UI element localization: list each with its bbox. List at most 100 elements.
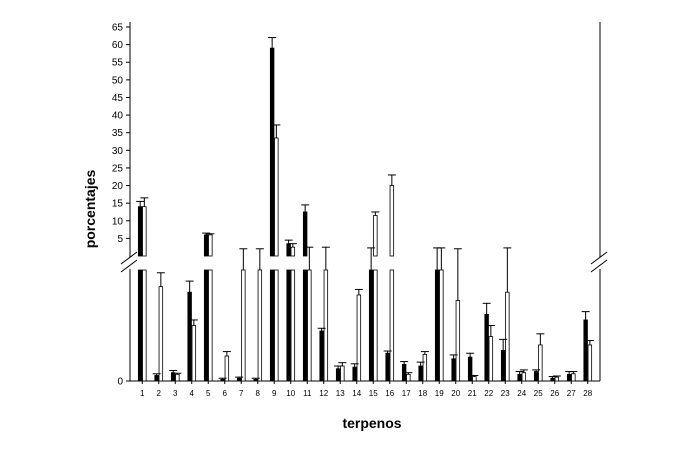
x-tick-label: 21	[468, 389, 477, 398]
bar	[554, 376, 560, 382]
bar	[451, 358, 456, 382]
bar	[566, 373, 572, 382]
bar	[373, 215, 378, 257]
bar	[488, 336, 494, 382]
bar	[439, 269, 444, 382]
x-tick-label: 12	[319, 389, 328, 398]
bar	[302, 211, 308, 257]
bar	[319, 330, 324, 382]
y-tick-label: 15	[112, 199, 124, 210]
x-tick-label: 11	[303, 389, 312, 398]
bar	[142, 269, 147, 382]
bar	[368, 269, 374, 382]
x-tick-label: 23	[501, 389, 510, 398]
bar	[241, 269, 246, 382]
bar	[269, 47, 275, 257]
axis-break-slash	[590, 259, 608, 273]
y-tick-label: 55	[112, 58, 124, 69]
y-tick-label: 5	[117, 234, 123, 245]
x-tick-label: 28	[583, 389, 592, 398]
bar	[455, 300, 461, 382]
bar	[220, 378, 225, 382]
x-tick-label: 9	[272, 389, 277, 398]
x-tick-label: 6	[223, 389, 228, 398]
axis-break-gap	[590, 258, 610, 268]
bar	[257, 269, 263, 382]
x-tick-label: 27	[567, 389, 576, 398]
bar	[373, 269, 378, 382]
bar	[571, 373, 576, 382]
bar	[253, 378, 258, 382]
x-tick-label: 22	[484, 389, 493, 398]
bar	[583, 319, 588, 382]
bar-group	[137, 47, 593, 382]
bar	[422, 353, 428, 382]
bar	[418, 365, 423, 382]
y-tick-label: 10	[112, 216, 124, 227]
bar	[517, 373, 522, 382]
x-tick-label: 13	[336, 389, 345, 398]
bar	[290, 246, 296, 257]
bar	[307, 269, 312, 382]
bar	[340, 365, 345, 382]
bar	[137, 206, 143, 257]
x-tick-label: 17	[402, 389, 411, 398]
bar	[208, 234, 213, 257]
bar	[175, 373, 180, 382]
error-bar-group	[136, 37, 594, 380]
x-tick-label: 19	[435, 389, 444, 398]
y-tick-label: 30	[112, 146, 124, 157]
y-tick-label: 60	[112, 40, 124, 51]
y-tick-label: 35	[112, 128, 124, 139]
bar	[352, 366, 357, 382]
bar	[191, 325, 197, 382]
bar	[158, 286, 164, 382]
x-tick-label: 24	[517, 389, 526, 398]
x-tick-label: 1	[140, 389, 145, 398]
x-tick-label: 16	[385, 389, 394, 398]
y-tick-label: 20	[112, 181, 124, 192]
x-tick-label: 14	[352, 389, 361, 398]
bar	[356, 294, 362, 382]
axis-break-slash	[120, 259, 138, 273]
axis-break-slash	[590, 251, 608, 265]
bar	[533, 371, 539, 382]
y-tick-label: 65	[112, 23, 124, 34]
bar	[203, 234, 209, 257]
x-tick-label: 4	[190, 389, 195, 398]
x-tick-label: 3	[173, 389, 178, 398]
x-tick-label: 25	[534, 389, 543, 398]
x-axis-title: terpenos	[342, 415, 401, 431]
x-tick-label: 26	[550, 389, 559, 398]
x-tick-label: 2	[157, 389, 162, 398]
y-tick-label: 25	[112, 163, 124, 174]
bar	[286, 243, 291, 257]
bar	[142, 206, 147, 257]
bar	[550, 377, 555, 382]
bar	[224, 355, 230, 382]
axis-break-marks	[120, 251, 610, 273]
bar	[187, 291, 192, 382]
bar	[467, 356, 473, 382]
x-tick-label: 5	[206, 389, 211, 398]
x-tick-label: 8	[256, 389, 261, 398]
bar	[274, 269, 279, 382]
bar	[274, 137, 279, 257]
bar	[154, 375, 159, 382]
plot-frame	[129, 22, 601, 382]
bar	[587, 344, 593, 382]
x-tick-label: 10	[286, 389, 295, 398]
bar	[389, 185, 395, 257]
bar	[484, 313, 489, 382]
bar	[385, 352, 390, 382]
bar	[286, 269, 291, 382]
bar	[269, 269, 275, 382]
x-axis-ticks: 1 2 3 4 5 6 7 8 9 10 11 12 13 14 15 16 17 18 19 20 21 22 23 24 2…	[140, 381, 593, 398]
bar	[335, 368, 341, 382]
bar	[323, 269, 329, 382]
bar	[538, 344, 543, 382]
bar	[302, 269, 308, 382]
bar	[137, 269, 143, 382]
bar	[203, 269, 209, 382]
